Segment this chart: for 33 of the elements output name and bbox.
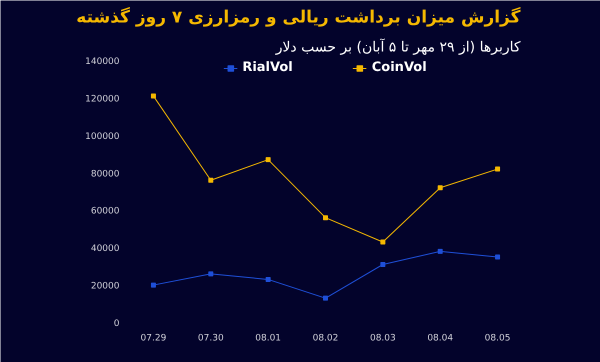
point — [495, 166, 500, 172]
y-tick-label: 40000 — [90, 244, 120, 254]
point — [323, 296, 328, 301]
x-tick-label: 07.29 — [140, 334, 167, 344]
point — [495, 254, 500, 260]
legend-label: RialVol — [242, 60, 293, 75]
point — [266, 157, 271, 162]
y-tick-label: 0 — [114, 319, 120, 329]
x-tick-label: 08.03 — [370, 334, 396, 344]
x-tick-label: 07.30 — [198, 334, 224, 344]
point — [208, 271, 214, 276]
point — [380, 240, 386, 245]
y-tick-label: 100000 — [85, 132, 120, 142]
point — [150, 94, 156, 99]
chart-title: گزارش میزان برداشت ریالی و رمزارزی ۷ روز گذشته — [76, 6, 521, 28]
y-tick-label: 60000 — [90, 206, 120, 217]
point — [266, 276, 271, 282]
x-tick-label: 08.02 — [312, 334, 338, 344]
x-tick-label: 08.05 — [484, 334, 510, 344]
legend-label: CoinVol — [372, 60, 427, 75]
point — [380, 262, 386, 267]
chart-subtitle: کاربرها (از ۲۹ مهر تا ۵ آبان) بر حسب دلار — [274, 38, 521, 56]
point — [150, 282, 156, 288]
y-tick-label: 80000 — [90, 169, 120, 180]
y-tick-label: 120000 — [85, 94, 120, 104]
point — [438, 185, 443, 190]
x-tick-label: 08.04 — [427, 334, 454, 344]
point — [438, 248, 443, 254]
y-tick-label: 140000 — [85, 57, 120, 67]
point — [208, 178, 214, 183]
y-tick-label: 20000 — [90, 282, 120, 292]
point — [323, 215, 328, 220]
x-tick-label: 08.01 — [255, 334, 282, 344]
